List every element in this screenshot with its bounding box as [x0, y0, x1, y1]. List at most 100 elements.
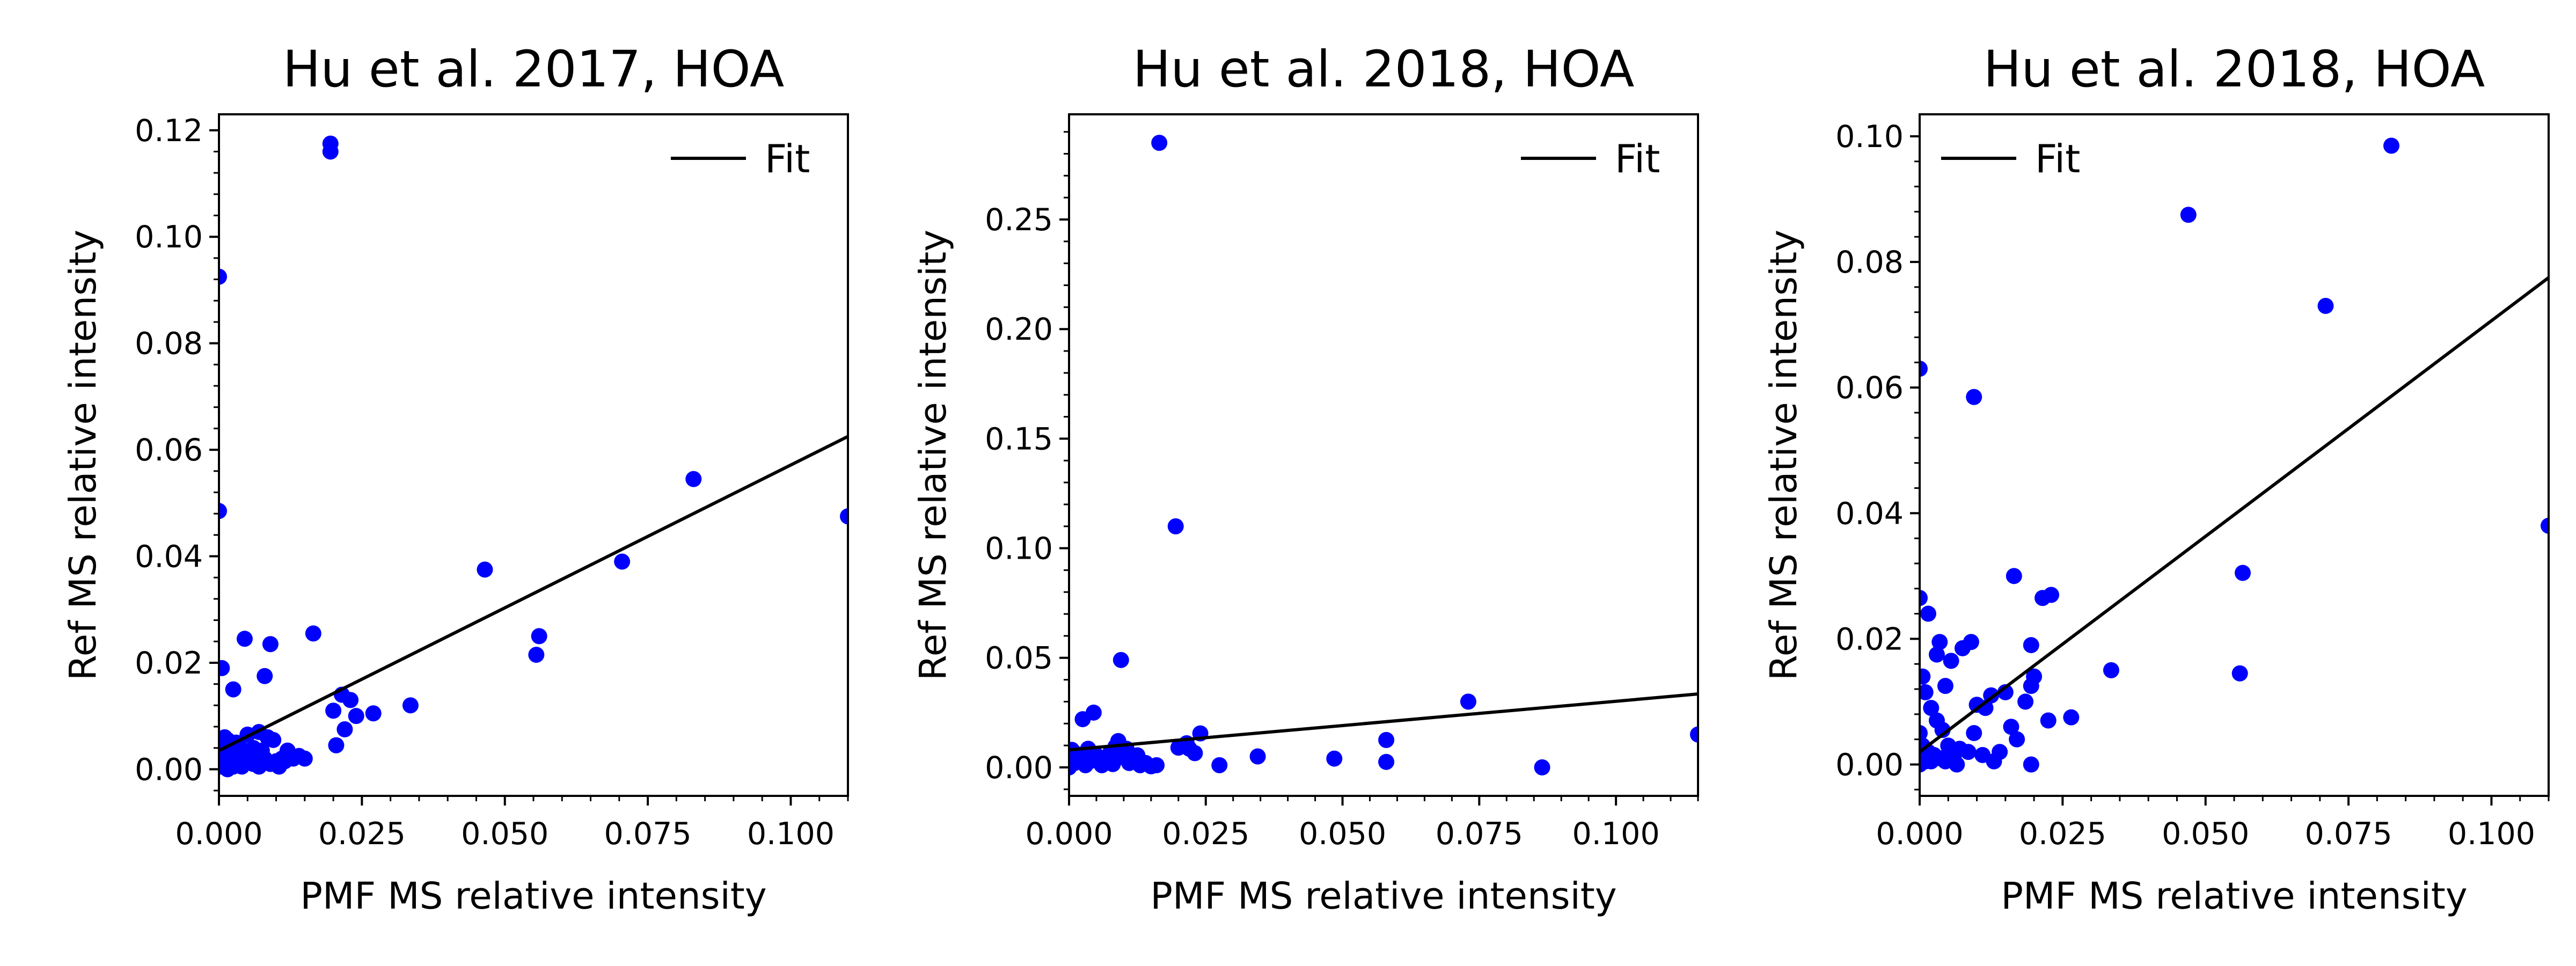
data-point	[2063, 709, 2080, 726]
data-point	[322, 143, 339, 160]
data-point	[348, 708, 364, 724]
data-point	[2043, 587, 2060, 603]
chart-title: Hu et al. 2017, HOA	[283, 40, 785, 99]
data-point	[2009, 731, 2025, 748]
data-point	[402, 697, 419, 714]
x-tick-label: 0.050	[1299, 816, 1386, 852]
x-axis-label: PMF MS relative intensity	[300, 875, 766, 918]
plot-area	[219, 135, 848, 778]
data-point	[1966, 389, 1982, 405]
data-point	[1931, 634, 1948, 650]
y-tick-label: 0.05	[985, 641, 1053, 676]
y-tick-label: 0.04	[135, 539, 203, 575]
data-point	[2383, 137, 2399, 154]
data-point	[1129, 747, 1146, 764]
x-axis-label: PMF MS relative intensity	[2001, 875, 2467, 918]
data-point	[296, 750, 313, 767]
fit-line	[1920, 276, 2549, 753]
data-point	[2180, 207, 2197, 223]
y-tick-label: 0.00	[985, 750, 1053, 786]
data-point	[305, 625, 321, 642]
data-point	[1378, 731, 1395, 748]
x-tick-label: 0.100	[2448, 816, 2535, 852]
x-axis-label: PMF MS relative intensity	[1150, 875, 1616, 918]
x-tick-label: 0.075	[1436, 816, 1523, 852]
y-axis-label: Ref MS relative intensity	[912, 230, 955, 680]
data-point	[1690, 726, 1698, 743]
y-axis-label: Ref MS relative intensity	[62, 230, 105, 680]
x-tick-label: 0.050	[2162, 816, 2249, 852]
fit-line	[219, 435, 848, 752]
axes-frame	[1919, 113, 2550, 797]
y-tick-label: 0.08	[135, 326, 203, 362]
chart-panel-1: Hu et al. 2017, HOA PMF MS relative inten…	[62, 40, 849, 918]
data-point	[2231, 665, 2248, 682]
data-point	[2040, 712, 2057, 729]
data-point	[325, 702, 342, 719]
y-tick-label: 0.15	[985, 421, 1053, 457]
y-tick-label: 0.10	[985, 531, 1053, 567]
data-point	[1937, 753, 1953, 770]
data-point	[253, 742, 270, 759]
data-point	[257, 668, 273, 684]
data-point	[1928, 646, 1945, 663]
x-tick-label: 0.025	[2019, 816, 2106, 852]
chart-panel-3: Hu et al. 2018, HOA PMF MS relative inten…	[1762, 40, 2550, 918]
data-point	[2023, 756, 2039, 773]
data-point	[2234, 565, 2251, 581]
x-tick-label: 0.050	[461, 816, 548, 852]
data-point	[840, 508, 848, 525]
data-point	[2006, 568, 2022, 584]
legend: Fit	[671, 136, 810, 181]
y-axis-label: Ref MS relative intensity	[1762, 230, 1805, 680]
data-point	[614, 553, 631, 570]
x-tick-label: 0.000	[1876, 816, 1963, 852]
chart-panel-2: Hu et al. 2018, HOA PMF MS relative inten…	[912, 40, 1699, 918]
y-tick-label: 0.00	[1835, 747, 1904, 782]
data-point	[342, 692, 359, 708]
y-tick-label: 0.25	[985, 202, 1053, 238]
data-point	[2026, 668, 2043, 685]
data-point	[219, 750, 227, 767]
data-point	[1211, 757, 1228, 773]
data-point	[225, 681, 241, 698]
axes-frame	[218, 113, 849, 797]
data-point	[1249, 748, 1266, 765]
data-point	[365, 705, 382, 722]
data-point	[1963, 634, 1979, 650]
data-point	[1966, 724, 1982, 741]
data-point	[1378, 753, 1395, 770]
data-point	[1085, 704, 1102, 721]
data-point	[2003, 719, 2019, 735]
data-point	[1951, 741, 1968, 757]
y-tick-label: 0.12	[135, 113, 203, 149]
fit-line	[1069, 692, 1698, 752]
data-point	[1148, 757, 1165, 773]
data-point	[276, 753, 293, 770]
data-point	[328, 737, 345, 753]
x-tick-label: 0.025	[1162, 816, 1249, 852]
chart-title: Hu et al. 2018, HOA	[1133, 40, 1635, 99]
data-point	[1997, 684, 2014, 700]
data-point	[236, 631, 253, 647]
data-point	[219, 660, 230, 676]
y-tick-label: 0.02	[1835, 621, 1904, 657]
data-point	[2317, 298, 2334, 314]
data-point	[262, 636, 279, 653]
legend: Fit	[1941, 136, 2080, 181]
data-point	[1151, 135, 1168, 151]
x-tick-label: 0.000	[175, 816, 262, 852]
y-tick-label: 0.08	[1835, 245, 1904, 280]
legend: Fit	[1521, 136, 1660, 181]
axes-frame	[1068, 113, 1699, 797]
data-point	[336, 721, 353, 737]
data-point	[477, 561, 493, 578]
data-point	[1326, 750, 1343, 767]
data-point	[259, 729, 276, 745]
y-tick-label: 0.06	[135, 433, 203, 468]
data-point	[1920, 724, 1928, 741]
plot-area	[1069, 135, 1698, 775]
x-tick-label: 0.075	[604, 816, 691, 852]
x-tick-label: 0.000	[1025, 816, 1113, 852]
y-tick-label: 0.02	[135, 646, 203, 681]
